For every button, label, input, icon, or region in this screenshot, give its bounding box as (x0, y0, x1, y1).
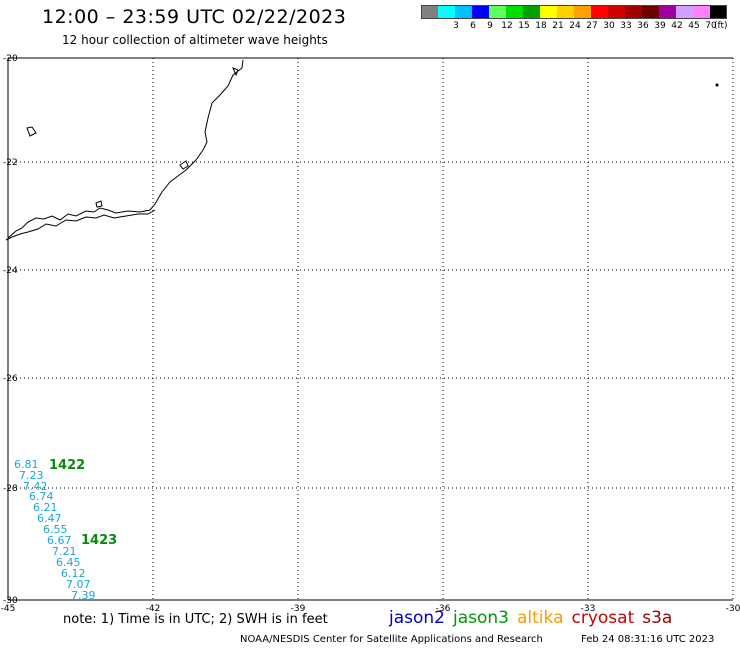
legend-swatch (659, 5, 676, 19)
legend-swatch (608, 5, 625, 19)
legend-unit: (ft) (714, 21, 728, 31)
lon-tick-label: -36 (436, 604, 451, 614)
satellite-label-s3a: s3a (642, 608, 673, 628)
legend-label: 21 (552, 21, 564, 31)
island-mark (232, 67, 239, 77)
legend-label: 3 (453, 21, 459, 31)
legend-swatch (676, 5, 693, 19)
legend-label: 12 (501, 21, 513, 31)
lat-tick-label: -26 (3, 374, 18, 384)
legend-label: 39 (654, 21, 666, 31)
legend-label: 45 (688, 21, 700, 31)
swh-reading: 6.21 (33, 501, 58, 514)
lon-tick-label: -30 (726, 604, 740, 614)
page-subtitle: 12 hour collection of altimeter wave hei… (62, 33, 328, 47)
lat-tick-label: -24 (3, 266, 18, 276)
swh-reading: 6.74 (29, 490, 54, 503)
page-title: 12:00 – 23:59 UTC 02/22/2023 (42, 6, 347, 28)
legend-swatch (540, 5, 557, 19)
legend-swatch (421, 5, 438, 19)
legend-label: 9 (487, 21, 493, 31)
satellite-label-cryosat: cryosat (571, 608, 635, 628)
legend-swatch (693, 5, 710, 19)
satellite-legend: jason2 jason3 altika cryosat s3a (389, 608, 680, 628)
swh-reading: 7.07 (66, 578, 91, 591)
legend-label: 30 (603, 21, 615, 31)
swh-reading: 7.21 (52, 545, 77, 558)
lat-tick-label: -20 (3, 54, 18, 64)
island-mark (179, 160, 189, 170)
legend-swatch (506, 5, 523, 19)
altimeter-tracks: 6.817.237.426.746.216.476.556.677.216.45… (14, 458, 117, 602)
swh-reading: 6.45 (56, 556, 81, 569)
legend-label: 36 (637, 21, 649, 31)
legend-swatch (710, 5, 727, 19)
lat-tick-label: -30 (3, 596, 18, 606)
swh-reading: 6.81 (14, 458, 39, 471)
legend-swatch (438, 5, 455, 19)
lon-tick-label: -42 (146, 604, 161, 614)
swh-reading: 6.67 (47, 534, 72, 547)
legend-swatch (455, 5, 472, 19)
lon-tick-label: -39 (291, 604, 306, 614)
swh-reading: 7.42 (23, 480, 48, 493)
legend-swatch (642, 5, 659, 19)
legend-swatch (625, 5, 642, 19)
legend-swatch (472, 5, 489, 19)
lat-tick-label: -22 (3, 158, 18, 168)
generated-timestamp: Feb 24 08:31:16 UTC 2023 (581, 634, 715, 645)
legend-label: 27 (586, 21, 598, 31)
legend-label: 6 (470, 21, 476, 31)
island-dot (715, 83, 719, 87)
lon-tick-label: -33 (581, 604, 596, 614)
legend-label: 24 (569, 21, 581, 31)
island-mark (26, 126, 37, 137)
coastline (5, 59, 244, 241)
legend-swatch (489, 5, 506, 19)
swh-reading: 7.23 (19, 469, 44, 482)
legend-label: 15 (518, 21, 530, 31)
swh-reading: 6.55 (43, 523, 68, 536)
lon-tick-label: -45 (1, 604, 16, 614)
legend-swatch (591, 5, 608, 19)
legend-swatch (557, 5, 574, 19)
legend-border (421, 5, 727, 19)
satellite-label-jason2: jason2 (389, 608, 445, 628)
coastline-mainland (7, 59, 244, 239)
legend-label: 18 (535, 21, 547, 31)
satellite-label-jason3: jason3 (453, 608, 509, 628)
coastline-bay (5, 209, 156, 241)
swh-reading: 6.47 (37, 512, 62, 525)
lat-lon-grid: -20-22-24-26-28-30-45 -42 -39 -36 -33 -30 (1, 54, 740, 614)
swh-reading: 6.12 (61, 567, 86, 580)
pass-time-label: 1422 (49, 458, 85, 473)
satellite-label-altika: altika (517, 608, 564, 628)
legend-label: 42 (671, 21, 683, 31)
units-note: note: 1) Time is in UTC; 2) SWH is in fe… (63, 612, 328, 627)
legend-label: 70 (705, 21, 717, 31)
legend-swatch (574, 5, 591, 19)
credit-line: NOAA/NESDIS Center for Satellite Applica… (240, 634, 543, 645)
legend-swatch (523, 5, 540, 19)
swh-reading: 7.39 (71, 589, 96, 602)
island-mark (95, 200, 103, 208)
pass-time-label: 1423 (81, 533, 117, 548)
legend-label: 33 (620, 21, 632, 31)
lat-tick-label: -28 (3, 484, 18, 494)
